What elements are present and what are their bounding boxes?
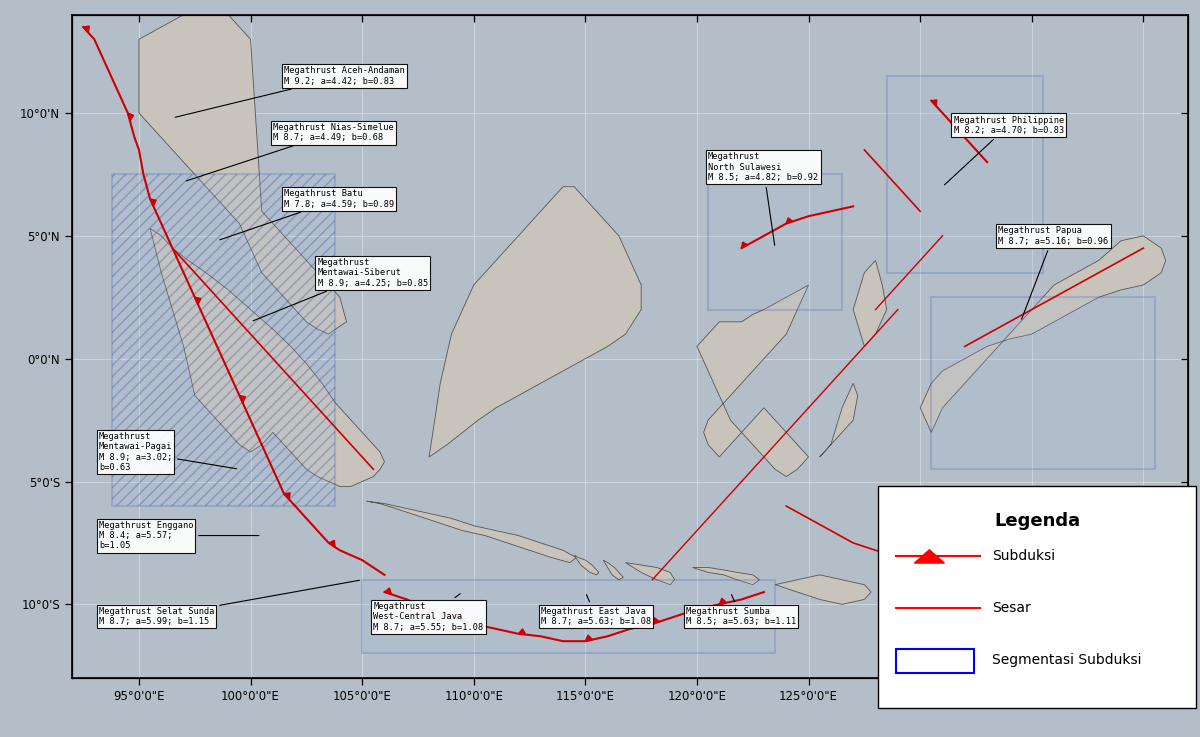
Polygon shape bbox=[625, 562, 674, 584]
Text: Megathrust Selat Sunda
M 8.7; a=5.99; b=1.15: Megathrust Selat Sunda M 8.7; a=5.99; b=… bbox=[98, 580, 360, 626]
Polygon shape bbox=[820, 383, 858, 457]
Polygon shape bbox=[920, 236, 1165, 433]
Polygon shape bbox=[284, 493, 290, 500]
Polygon shape bbox=[742, 242, 748, 248]
Polygon shape bbox=[692, 567, 760, 584]
Polygon shape bbox=[853, 260, 887, 346]
Polygon shape bbox=[240, 396, 246, 403]
Text: Segmentasi Subduksi: Segmentasi Subduksi bbox=[992, 653, 1142, 666]
Polygon shape bbox=[931, 99, 937, 106]
Polygon shape bbox=[367, 501, 576, 562]
Text: Megathrust Philippine
M 8.2; a=4.70; b=0.83: Megathrust Philippine M 8.2; a=4.70; b=0… bbox=[944, 116, 1064, 185]
FancyBboxPatch shape bbox=[708, 175, 842, 310]
Text: Megathrust
North Sulawesi
M 8.5; a=4.82; b=0.92: Megathrust North Sulawesi M 8.5; a=4.82;… bbox=[708, 152, 818, 245]
Polygon shape bbox=[954, 125, 959, 130]
Polygon shape bbox=[194, 297, 200, 304]
Polygon shape bbox=[150, 199, 156, 206]
Polygon shape bbox=[329, 540, 335, 547]
Text: Megathrust Sumba
M 8.5; a=5.63; b=1.11: Megathrust Sumba M 8.5; a=5.63; b=1.11 bbox=[686, 595, 796, 626]
Text: Legenda: Legenda bbox=[995, 512, 1080, 530]
Text: Megathrust Batu
M 7.8; a=4.59; b=0.89: Megathrust Batu M 7.8; a=4.59; b=0.89 bbox=[220, 189, 395, 240]
Polygon shape bbox=[430, 186, 641, 457]
Polygon shape bbox=[604, 560, 623, 580]
Polygon shape bbox=[786, 218, 793, 223]
Polygon shape bbox=[384, 588, 391, 594]
FancyBboxPatch shape bbox=[112, 175, 335, 506]
Text: Megathrust
Mentawai-Pagai
M 8.9; a=3.02;
b=0.63: Megathrust Mentawai-Pagai M 8.9; a=3.02;… bbox=[98, 432, 236, 472]
Text: Megathrust Aceh-Andaman
M 9.2; a=4.42; b=0.83: Megathrust Aceh-Andaman M 9.2; a=4.42; b… bbox=[175, 66, 404, 117]
Polygon shape bbox=[139, 2, 347, 334]
Text: Subduksi: Subduksi bbox=[992, 550, 1056, 563]
Text: Megathrust
West-Central Java
M 8.7; a=5.55; b=1.08: Megathrust West-Central Java M 8.7; a=5.… bbox=[373, 594, 484, 632]
Text: Megathrust
Mentawai-Siberut
M 8.9; a=4.25; b=0.85: Megathrust Mentawai-Siberut M 8.9; a=4.2… bbox=[253, 258, 427, 321]
Polygon shape bbox=[518, 629, 526, 635]
Polygon shape bbox=[697, 285, 809, 477]
Polygon shape bbox=[150, 228, 384, 486]
Polygon shape bbox=[451, 612, 458, 619]
FancyBboxPatch shape bbox=[887, 76, 1043, 273]
Polygon shape bbox=[128, 113, 133, 121]
Text: Sesar: Sesar bbox=[992, 601, 1031, 615]
Text: Megathrust Nias-Simelue
M 8.7; a=4.49; b=0.68: Megathrust Nias-Simelue M 8.7; a=4.49; b… bbox=[186, 123, 394, 181]
Polygon shape bbox=[586, 635, 593, 641]
Text: Megathrust Enggano
M 8.4; a=5.57;
b=1.05: Megathrust Enggano M 8.4; a=5.57; b=1.05 bbox=[98, 520, 259, 551]
Text: Megathrust Papua
M 8.7; a=5.16; b=0.96: Megathrust Papua M 8.7; a=5.16; b=0.96 bbox=[998, 226, 1109, 319]
Text: Megathrust East Java
M 8.7; a=5.63; b=1.08: Megathrust East Java M 8.7; a=5.63; b=1.… bbox=[541, 595, 650, 626]
Polygon shape bbox=[719, 598, 726, 604]
Polygon shape bbox=[574, 555, 599, 575]
Polygon shape bbox=[83, 26, 89, 32]
Polygon shape bbox=[775, 575, 871, 604]
Polygon shape bbox=[653, 618, 659, 624]
FancyBboxPatch shape bbox=[362, 580, 775, 654]
FancyBboxPatch shape bbox=[931, 297, 1154, 469]
